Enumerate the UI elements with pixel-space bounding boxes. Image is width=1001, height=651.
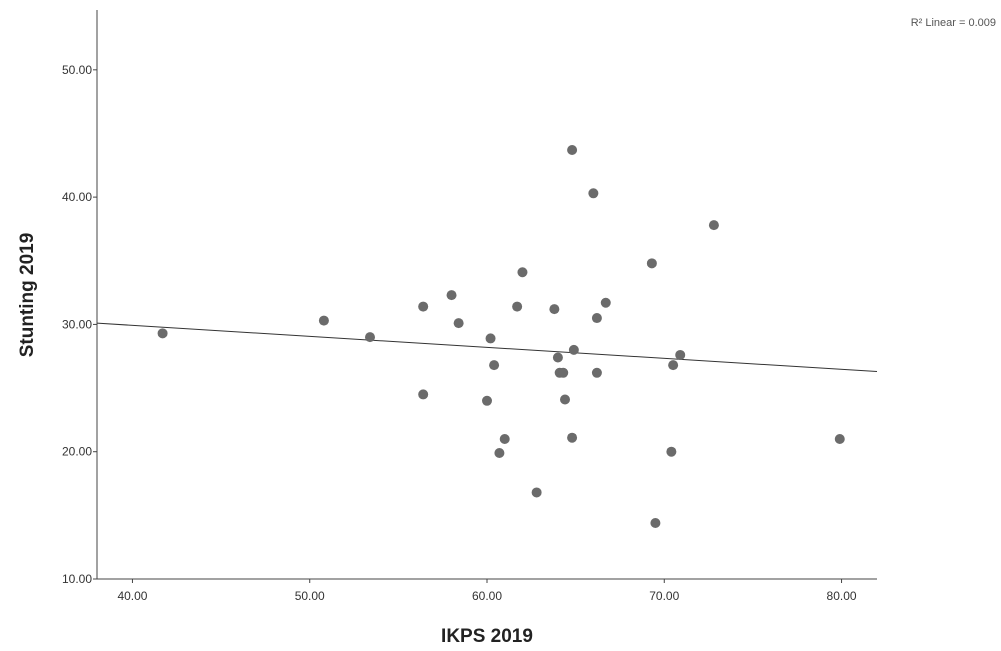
data-point — [666, 447, 676, 457]
data-point — [592, 313, 602, 323]
data-point — [365, 332, 375, 342]
data-point — [592, 368, 602, 378]
data-point — [517, 267, 527, 277]
linear-fit-line — [97, 323, 877, 371]
data-point — [418, 389, 428, 399]
r-squared-annotation: R² Linear = 0.009 — [911, 17, 996, 29]
data-point — [494, 448, 504, 458]
data-point — [482, 396, 492, 406]
data-point — [454, 318, 464, 328]
data-point — [418, 302, 428, 312]
y-ticks: 10.00 20.00 30.00 40.00 50.00 — [62, 63, 97, 586]
y-tick-label: 10.00 — [62, 572, 92, 586]
data-point — [647, 258, 657, 268]
x-axis-title: IKPS 2019 — [441, 626, 533, 647]
data-point — [569, 345, 579, 355]
data-point — [549, 304, 559, 314]
y-tick-label: 30.00 — [62, 317, 92, 331]
x-tick-label: 80.00 — [827, 589, 857, 603]
data-point — [567, 145, 577, 155]
data-point — [567, 433, 577, 443]
data-point — [588, 188, 598, 198]
data-point — [158, 328, 168, 338]
data-point — [650, 518, 660, 528]
y-tick-label: 20.00 — [62, 445, 92, 459]
y-tick-label: 40.00 — [62, 190, 92, 204]
fit-line-layer — [97, 323, 877, 371]
data-point — [532, 487, 542, 497]
x-tick-label: 70.00 — [649, 589, 679, 603]
data-point — [489, 360, 499, 370]
data-point — [558, 368, 568, 378]
data-point — [675, 350, 685, 360]
data-point — [835, 434, 845, 444]
x-ticks: 40.00 50.00 60.00 70.00 80.00 — [117, 579, 856, 603]
data-point — [500, 434, 510, 444]
axes — [97, 10, 877, 579]
x-tick-label: 60.00 — [472, 589, 502, 603]
x-tick-label: 40.00 — [117, 589, 147, 603]
data-point — [553, 353, 563, 363]
data-point — [486, 333, 496, 343]
data-point — [447, 290, 457, 300]
y-tick-label: 50.00 — [62, 63, 92, 77]
data-point — [319, 316, 329, 326]
data-point — [512, 302, 522, 312]
data-point — [709, 220, 719, 230]
y-axis-title: Stunting 2019 — [17, 233, 38, 358]
data-point — [601, 298, 611, 308]
points-layer — [158, 145, 845, 528]
x-tick-label: 50.00 — [295, 589, 325, 603]
data-point — [668, 360, 678, 370]
data-point — [560, 395, 570, 405]
